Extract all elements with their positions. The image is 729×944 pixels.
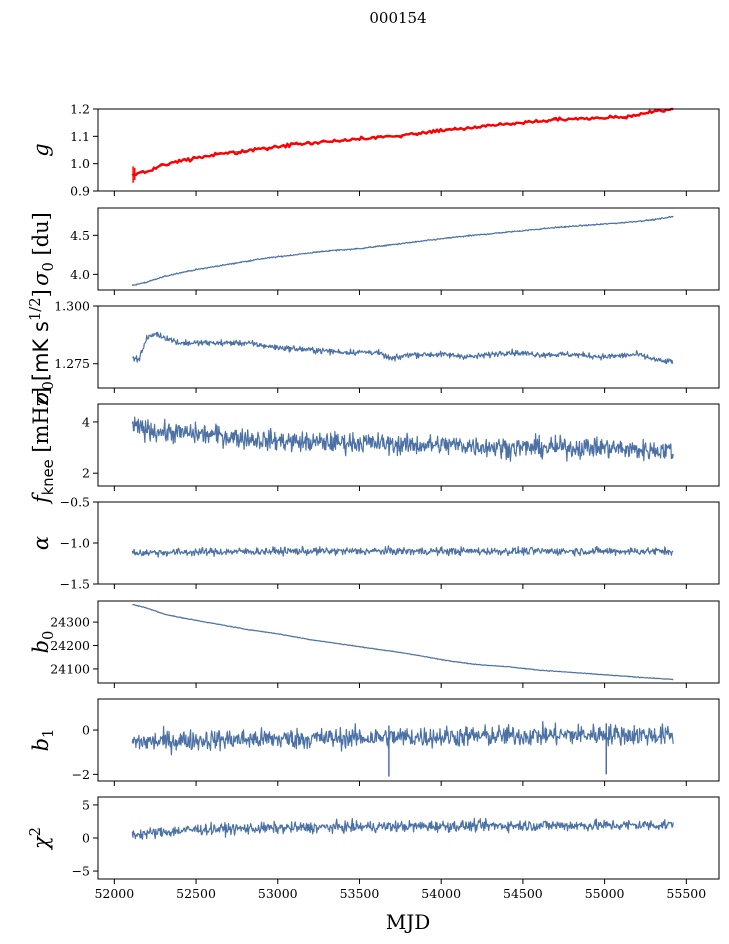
panel-2: 4.0 4.5 σ0 [du]	[29, 207, 720, 295]
y-tick-label: 1.300	[54, 299, 90, 314]
axes-frame-1	[97, 108, 720, 192]
y-axis-label-2: σ0 [du]	[29, 212, 57, 286]
y-tick-label: −2	[72, 767, 90, 782]
x-axis-label: MJD	[386, 910, 431, 934]
y-tick-label: 2	[82, 466, 90, 481]
figure-title: 000154	[369, 9, 426, 27]
series-line-1-2	[131, 107, 674, 177]
series-line-5-1	[131, 545, 674, 558]
panels: 0.9 1.0 1.1 1.2 g 4.0 4.5 σ0 [du] 1.275 1.300σ0[m…	[27, 102, 720, 901]
axes-frame-7	[97, 698, 720, 782]
series-line-6-1	[132, 603, 674, 681]
panel-5: −1.5 −1.0 −0.5 α	[29, 495, 720, 592]
x-tick-label: 53500	[340, 886, 380, 901]
y-tick-label: 5	[82, 797, 90, 812]
x-tick-label: 52500	[176, 886, 216, 901]
y-tick-label: −1.5	[60, 577, 90, 592]
y-axis-label-7: b1	[29, 729, 57, 752]
x-tick-label: 53000	[258, 886, 298, 901]
y-axis-label-8: χ2	[27, 827, 53, 851]
series-line-7-1	[131, 720, 674, 756]
y-axis-label-5: α	[29, 536, 53, 550]
x-tick-label: 55000	[585, 886, 625, 901]
y-axis-label-1: g	[29, 143, 53, 156]
y-tick-label: 0.9	[70, 184, 90, 199]
series-line-3-1	[132, 331, 674, 365]
y-tick-label: −0.5	[60, 495, 90, 510]
axes-frame-6	[97, 600, 720, 684]
x-tick-label: 55500	[666, 886, 706, 901]
y-tick-label: 4	[82, 414, 90, 429]
y-tick-label: 1.0	[70, 156, 90, 171]
series-line-8-1	[131, 817, 674, 840]
y-tick-label: 0	[82, 831, 90, 846]
y-tick-label: 4.0	[70, 267, 90, 282]
panel-7: −2 0 b1	[29, 698, 720, 786]
y-tick-label: 0	[82, 723, 90, 738]
x-tick-label: 52000	[94, 886, 134, 901]
series-line-4-1	[131, 416, 674, 462]
axes-frame-2	[97, 207, 720, 291]
y-tick-label: −5	[72, 864, 90, 879]
panel-8: −5 0 5 52000 52500 53000 53500 54000 54500 55000 5…	[27, 796, 720, 901]
axes-frame-3	[97, 305, 720, 389]
panel-4: 2 4 fknee [mHz]	[29, 387, 720, 505]
x-tick-label: 54000	[421, 886, 461, 901]
panel-1: 0.9 1.0 1.1 1.2 g	[29, 102, 720, 199]
y-axis-label-6: b0	[29, 631, 57, 654]
axes-frame-4	[97, 403, 720, 487]
axes-frame-5	[97, 501, 720, 585]
y-tick-label: 4.5	[70, 228, 90, 243]
y-axis-label-4: fknee [mHz]	[29, 387, 57, 505]
y-tick-label: 1.275	[54, 356, 90, 371]
x-tick-label: 54500	[503, 886, 543, 901]
y-tick-label: 1.2	[70, 102, 90, 117]
series-line-2-1	[131, 215, 674, 286]
y-tick-label: 24300	[50, 615, 90, 630]
y-axis-label-3: σ0[mK s1/2]	[27, 289, 57, 405]
y-tick-label: 24200	[50, 638, 90, 653]
axes-frame-8	[97, 796, 720, 880]
y-tick-label: 24100	[50, 661, 90, 676]
y-tick-label: −1.0	[60, 536, 90, 551]
y-tick-label: 1.1	[70, 129, 90, 144]
